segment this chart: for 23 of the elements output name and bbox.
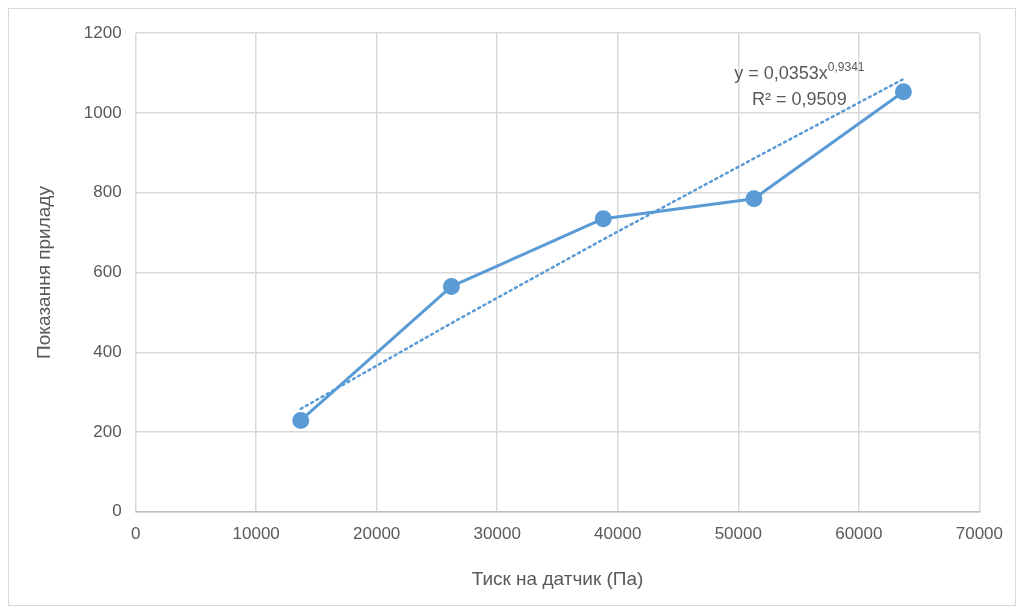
y-tick-label: 0 [112,501,122,521]
point [292,411,310,429]
y-tick-label: 1000 [83,102,122,122]
y-tick-label: 1200 [83,22,122,42]
x-tick-label: 20000 [353,523,401,543]
y-axis-title: Показання приладу [32,185,54,359]
x-tick-label: 60000 [835,523,883,543]
y-tick-label: 400 [93,341,122,361]
point [594,210,612,228]
point [894,83,912,101]
annotation: R² = 0,9509 [752,89,847,110]
y-tick-label: 600 [93,262,122,282]
x-tick-label: 50000 [714,523,762,543]
y-tick-label: 800 [93,182,122,202]
x-tick-label: 40000 [594,523,642,543]
point [442,277,460,295]
x-tick-label: 70000 [955,523,1003,543]
x-tick-label: 30000 [473,523,521,543]
x-axis-title: Тиск на датчик (Па) [471,567,644,589]
point [745,190,763,208]
x-tick-label: 10000 [232,523,280,543]
x-tick-label: 0 [130,523,141,543]
y-tick-label: 200 [93,421,122,441]
